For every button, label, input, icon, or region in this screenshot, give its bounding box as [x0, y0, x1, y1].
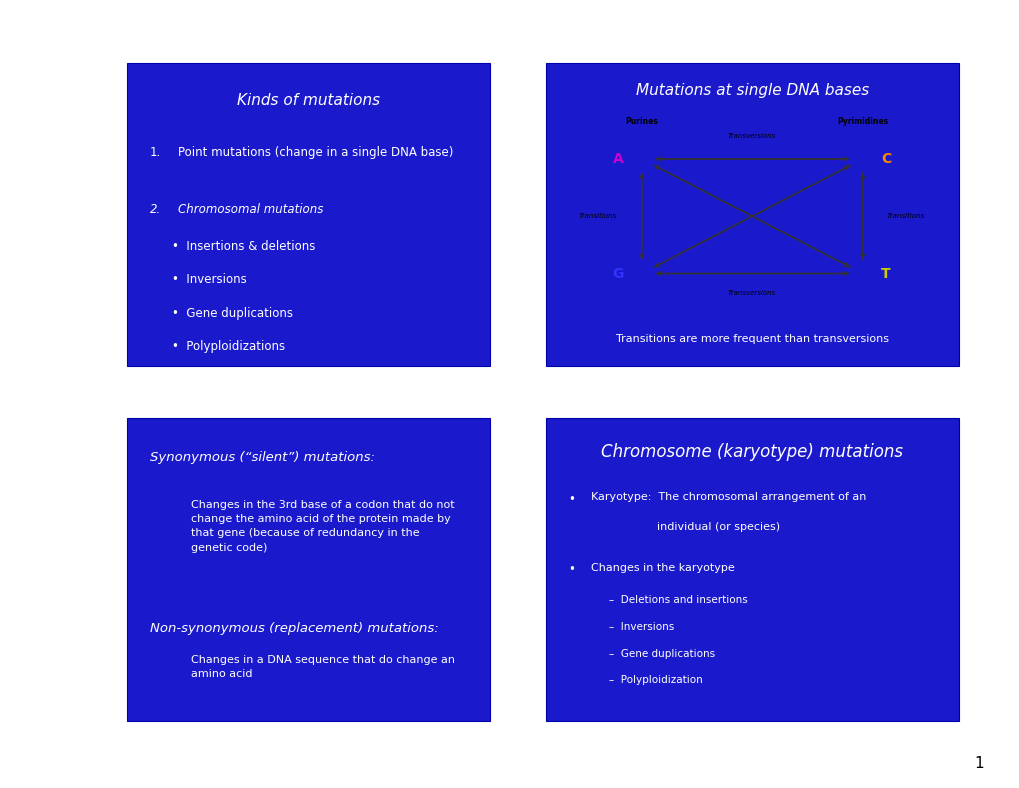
- Text: Transversions: Transversions: [728, 133, 775, 139]
- FancyBboxPatch shape: [127, 63, 489, 366]
- Text: Chromosome (karyotype) mutations: Chromosome (karyotype) mutations: [600, 443, 903, 461]
- Text: –  Polyploidization: – Polyploidization: [608, 675, 702, 686]
- Text: T: T: [880, 266, 890, 281]
- FancyBboxPatch shape: [545, 63, 958, 366]
- Text: G: G: [611, 266, 623, 281]
- Text: Transversions: Transversions: [728, 290, 775, 296]
- Text: Changes in a DNA sequence that do change an
amino acid: Changes in a DNA sequence that do change…: [191, 655, 454, 679]
- Text: •  Gene duplications: • Gene duplications: [172, 307, 293, 319]
- Text: C: C: [880, 152, 891, 166]
- Text: individual (or species): individual (or species): [656, 522, 780, 533]
- Text: Transitions: Transitions: [887, 214, 924, 219]
- Text: Pyrimidines: Pyrimidines: [837, 117, 888, 126]
- Text: 1.: 1.: [150, 146, 161, 158]
- Text: •  Insertions & deletions: • Insertions & deletions: [172, 240, 316, 253]
- Text: Purines: Purines: [625, 117, 657, 126]
- Text: –  Deletions and insertions: – Deletions and insertions: [608, 595, 747, 605]
- Text: Chromosomal mutations: Chromosomal mutations: [178, 203, 324, 215]
- Text: –  Inversions: – Inversions: [608, 622, 674, 632]
- FancyBboxPatch shape: [127, 418, 489, 721]
- Text: –  Gene duplications: – Gene duplications: [608, 649, 714, 659]
- Text: Transitions: Transitions: [579, 214, 616, 219]
- Text: Synonymous (“silent”) mutations:: Synonymous (“silent”) mutations:: [150, 451, 375, 463]
- Text: Changes in the karyotype: Changes in the karyotype: [590, 563, 734, 574]
- Text: 1: 1: [974, 756, 983, 771]
- Text: A: A: [612, 152, 623, 166]
- Text: Kinds of mutations: Kinds of mutations: [236, 93, 380, 108]
- Text: Non-synonymous (replacement) mutations:: Non-synonymous (replacement) mutations:: [150, 622, 438, 634]
- Text: Mutations at single DNA bases: Mutations at single DNA bases: [635, 83, 868, 98]
- Text: Transitions are more frequent than transversions: Transitions are more frequent than trans…: [615, 334, 888, 344]
- FancyBboxPatch shape: [545, 418, 958, 721]
- Text: •: •: [568, 563, 575, 576]
- Text: •  Polyploidizations: • Polyploidizations: [172, 340, 285, 352]
- Text: •: •: [568, 492, 575, 505]
- Text: •  Inversions: • Inversions: [172, 273, 247, 286]
- Text: Point mutations (change in a single DNA base): Point mutations (change in a single DNA …: [178, 146, 453, 158]
- Text: Changes in the 3rd base of a codon that do not
change the amino acid of the prot: Changes in the 3rd base of a codon that …: [191, 500, 453, 553]
- Text: 2.: 2.: [150, 203, 161, 215]
- Text: Karyotype:  The chromosomal arrangement of an: Karyotype: The chromosomal arrangement o…: [590, 492, 865, 503]
